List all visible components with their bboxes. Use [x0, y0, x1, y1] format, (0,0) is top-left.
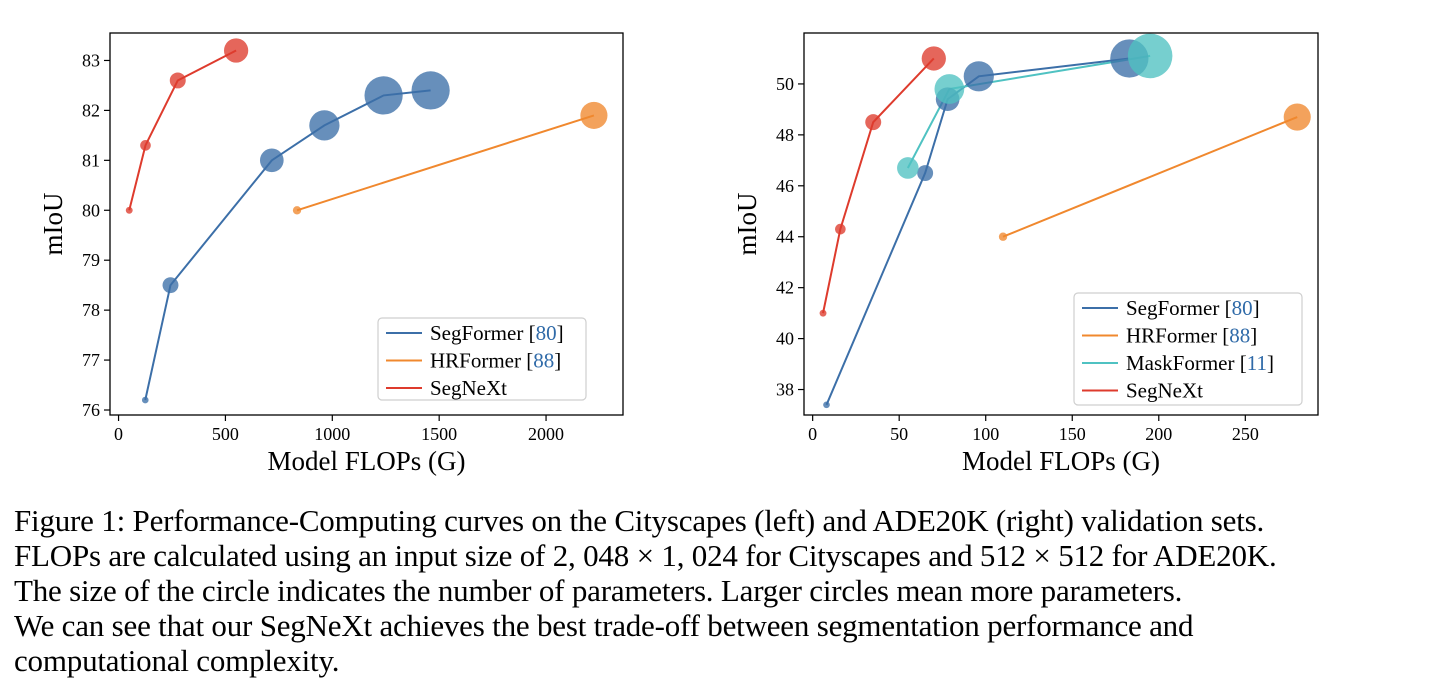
legend-label: SegFormer [80] — [430, 321, 564, 345]
data-point-hrformer — [1283, 103, 1311, 131]
y-tick-label: 80 — [82, 200, 100, 220]
x-tick-label: 0 — [114, 424, 123, 444]
data-point-hrformer — [580, 101, 608, 129]
figure-1: 0 500 1000 1500 2000 76 77 78 79 80 81 82 83 Model FL… — [38, 32, 1319, 476]
data-point-segnext — [223, 38, 249, 63]
chart-legend: SegFormer [80] HRFormer [88] MaskFormer [1… — [1073, 292, 1303, 406]
y-tick-label: 77 — [82, 350, 100, 370]
y-axis-label: mIoU — [38, 193, 68, 256]
y-tick-label: 78 — [82, 300, 100, 320]
x-tick-label: 200 — [1145, 424, 1172, 444]
data-point-hrformer — [292, 206, 302, 215]
legend-label: HRFormer [88] — [430, 349, 561, 373]
y-axis-label: mIoU — [732, 193, 762, 256]
y-tick-label: 40 — [776, 329, 794, 349]
chart-panel-ade20k: 0 50 100 150 200 250 38 40 42 44 46 48 50 Model FLOPs… — [732, 32, 1319, 476]
data-point-segformer — [823, 401, 830, 409]
axes-frame — [803, 32, 1319, 416]
data-point-segformer — [917, 165, 934, 182]
y-tick-label: 38 — [776, 380, 794, 400]
data-point-segformer — [309, 110, 340, 141]
data-point-maskformer — [934, 74, 965, 104]
x-tick-label: 50 — [890, 424, 908, 444]
series-line-hrformer — [1002, 116, 1298, 238]
data-point-segnext — [921, 46, 946, 71]
x-tick-label: 100 — [972, 424, 999, 444]
x-tick-label: 1500 — [421, 424, 457, 444]
data-point-segformer — [259, 148, 284, 173]
legend-label: HRFormer [88] — [1126, 324, 1257, 348]
data-point-hrformer — [998, 232, 1008, 241]
caption-line: We can see that our SegNeXt achieves the… — [14, 608, 1194, 643]
legend-box — [377, 317, 587, 401]
caption-line: Figure 1: Performance-Computing curves o… — [14, 503, 1265, 538]
legend-label: SegNeXt — [430, 376, 507, 400]
data-point-segformer — [963, 61, 994, 92]
data-point-segformer — [141, 396, 149, 404]
caption-line: The size of the circle indicates the num… — [14, 573, 1183, 608]
data-point-segnext — [819, 309, 827, 317]
series-line-segnext — [822, 57, 935, 314]
data-point-segformer — [162, 277, 179, 294]
data-point-segnext — [865, 114, 882, 131]
y-tick-label: 76 — [82, 400, 100, 420]
data-point-segformer — [411, 71, 450, 110]
x-axis-label: Model FLOPs (G) — [267, 446, 465, 476]
x-tick-label: 1000 — [314, 424, 350, 444]
data-point-segnext — [140, 140, 151, 151]
x-tick-label: 150 — [1059, 424, 1086, 444]
data-point-segnext — [835, 223, 846, 235]
figure-caption: Figure 1: Performance-Computing curves o… — [14, 503, 1434, 678]
x-axis-label: Model FLOPs (G) — [962, 446, 1160, 476]
y-tick-label: 50 — [776, 74, 794, 94]
legend-label: SegNeXt — [1126, 379, 1203, 403]
y-tick-label: 82 — [82, 100, 100, 120]
x-tick-label: 250 — [1232, 424, 1259, 444]
y-tick-label: 83 — [82, 50, 100, 70]
data-point-segnext — [125, 206, 133, 214]
legend-label: SegFormer [80] — [1126, 296, 1260, 320]
data-point-segnext — [169, 72, 186, 89]
y-tick-label: 44 — [776, 227, 794, 247]
series-line-segnext — [128, 49, 237, 211]
x-tick-label: 2000 — [528, 424, 564, 444]
chart-panel-cityscapes: 0 500 1000 1500 2000 76 77 78 79 80 81 82 83 Model FL… — [38, 32, 624, 476]
series-line-hrformer — [296, 114, 595, 212]
y-tick-label: 81 — [82, 150, 100, 170]
x-tick-label: 500 — [212, 424, 239, 444]
x-tick-label: 0 — [808, 424, 817, 444]
axes-frame — [109, 32, 624, 416]
data-point-maskformer — [1127, 33, 1173, 79]
y-tick-label: 42 — [776, 278, 794, 298]
legend-label: MaskFormer [11] — [1126, 351, 1274, 375]
legend-box — [1073, 292, 1303, 406]
y-tick-label: 79 — [82, 250, 100, 270]
y-tick-label: 48 — [776, 125, 794, 145]
caption-line: FLOPs are calculated using an input size… — [14, 538, 1277, 573]
data-point-segformer — [364, 76, 403, 115]
caption-line: computational complexity. — [14, 643, 340, 678]
y-tick-label: 46 — [776, 176, 794, 196]
chart-legend: SegFormer [80] HRFormer [88] SegNeXt — [377, 317, 587, 401]
data-point-maskformer — [897, 157, 919, 179]
